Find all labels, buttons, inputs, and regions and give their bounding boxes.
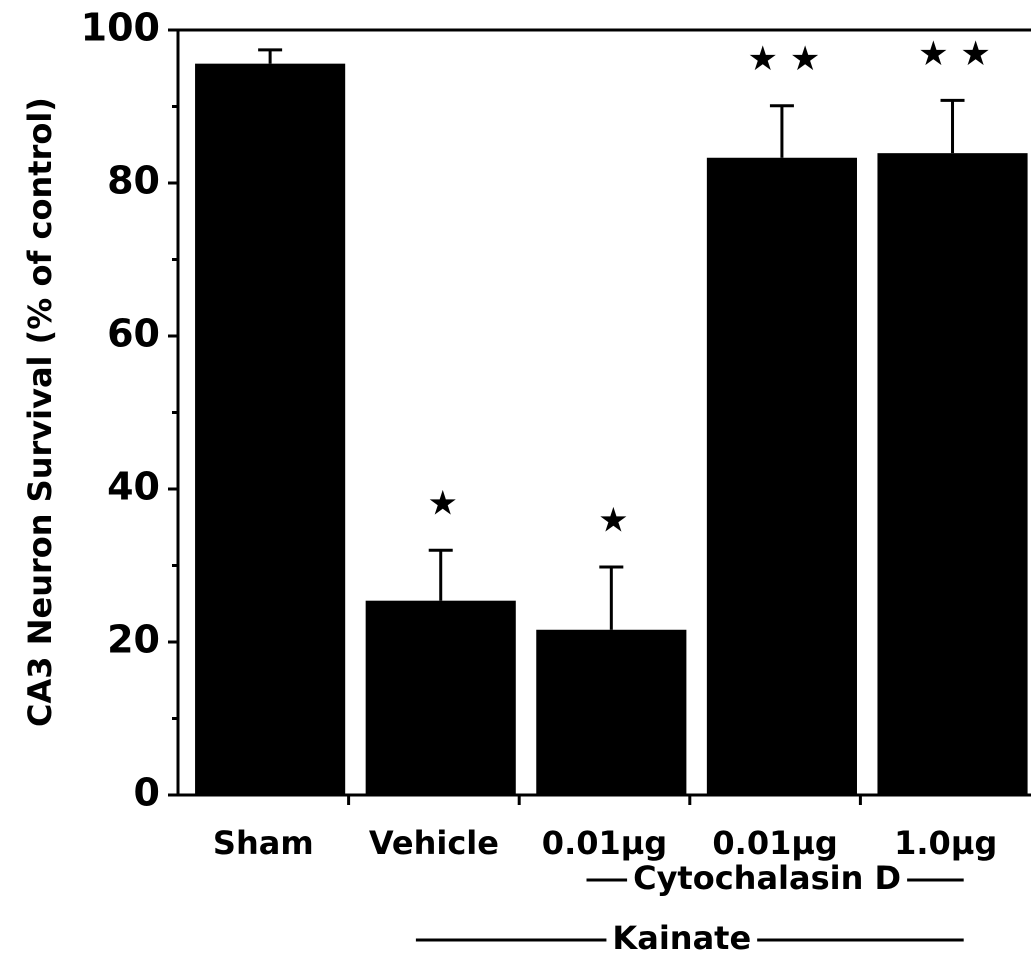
x-tick-label: Sham	[213, 824, 314, 862]
significance-marker: ★ ★	[748, 39, 821, 79]
significance-marker: ★	[598, 501, 628, 541]
y-tick-label: 80	[107, 159, 160, 203]
y-tick-label: 40	[107, 465, 160, 509]
y-tick-label: 20	[107, 618, 160, 662]
bar	[706, 157, 857, 795]
x-tick-label: 0.01µg	[542, 824, 667, 862]
bar	[536, 629, 687, 795]
y-tick-label: 60	[107, 312, 160, 356]
x-tick-label: Vehicle	[369, 824, 499, 862]
group-label: Kainate	[612, 919, 751, 957]
group-label: Cytochalasin D	[633, 859, 901, 897]
x-tick-label: 1.0µg	[894, 824, 997, 862]
bar	[877, 153, 1028, 796]
y-tick-label: 100	[81, 6, 160, 50]
x-tick-label: 0.01µg	[712, 824, 837, 862]
y-axis-label: CA3 Neuron Survival (% of control)	[21, 97, 59, 727]
bar	[365, 600, 516, 795]
significance-marker: ★	[427, 484, 457, 524]
significance-marker: ★ ★	[918, 34, 991, 74]
bar	[195, 63, 346, 796]
y-tick-label: 0	[134, 771, 160, 815]
